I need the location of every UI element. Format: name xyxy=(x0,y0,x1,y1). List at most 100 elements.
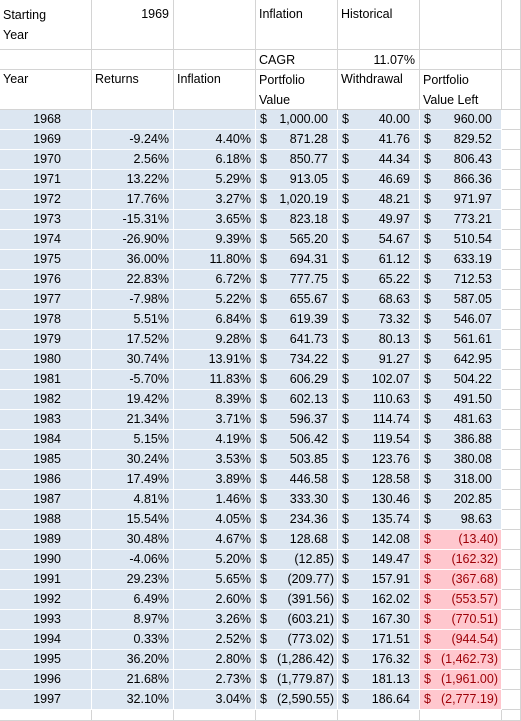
year: 1978 xyxy=(33,312,61,326)
year: 1987 xyxy=(33,492,61,506)
currency-symbol: $ xyxy=(260,312,267,326)
amount: 41.76 xyxy=(378,132,410,146)
cell: 17.76% xyxy=(92,190,174,210)
currency-symbol: $ xyxy=(260,552,267,566)
cell: 6.18% xyxy=(174,150,256,170)
percent: 4.81% xyxy=(133,492,169,506)
percent: 9.39% xyxy=(215,232,251,246)
cell xyxy=(502,410,521,430)
amount: 40.00 xyxy=(378,112,410,126)
currency-symbol: $ xyxy=(424,232,431,246)
currency-symbol: $ xyxy=(342,292,349,306)
cell: 1969 xyxy=(0,130,92,150)
cell: 3.65% xyxy=(174,210,256,230)
cell: $ (2,777.19) xyxy=(420,690,502,710)
year: 1989 xyxy=(33,532,61,546)
amount: 777.75 xyxy=(289,272,328,286)
cell: $971.97 xyxy=(420,190,502,210)
cell: 1.46% xyxy=(174,490,256,510)
amount: 806.43 xyxy=(453,152,492,166)
cell: 21.68% xyxy=(92,670,174,690)
currency-symbol: $ xyxy=(342,252,349,266)
cell: 5.20% xyxy=(174,550,256,570)
amount: 602.13 xyxy=(289,392,328,406)
amount: (367.68) xyxy=(451,572,498,586)
amount: 491.50 xyxy=(453,392,492,406)
currency-symbol: $ xyxy=(424,392,431,406)
currency-symbol: $ xyxy=(424,432,431,446)
percent: 13.91% xyxy=(208,352,251,366)
currency-symbol: $ xyxy=(424,332,431,346)
cell xyxy=(502,210,521,230)
currency-symbol: $ xyxy=(342,612,349,626)
year: 1995 xyxy=(33,652,61,666)
amount: (1,462.73) xyxy=(441,652,498,666)
percent: 2.80% xyxy=(215,652,251,666)
cell: $606.29 xyxy=(256,370,338,390)
amount: 119.54 xyxy=(372,432,410,446)
currency-symbol: $ xyxy=(424,452,431,466)
percent: 17.76% xyxy=(126,192,169,206)
percent: 29.23% xyxy=(126,572,169,586)
cell xyxy=(174,0,256,50)
amount: 606.29 xyxy=(289,372,328,386)
percent: 6.18% xyxy=(215,152,251,166)
percent: 2.52% xyxy=(215,632,251,646)
currency-symbol: $ xyxy=(342,372,349,386)
cell: $49.97 xyxy=(338,210,420,230)
cell: $ (391.56) xyxy=(256,590,338,610)
cell: 11.83% xyxy=(174,370,256,390)
cell: $ (162.32) xyxy=(420,550,502,570)
currency-symbol: $ xyxy=(424,272,431,286)
cell: $54.67 xyxy=(338,230,420,250)
currency-symbol: $ xyxy=(342,172,349,186)
percent: 4.40% xyxy=(215,132,251,146)
year: 1969 xyxy=(33,132,61,146)
currency-symbol: $ xyxy=(342,472,349,486)
cell: $130.46 xyxy=(338,490,420,510)
cell xyxy=(92,50,174,70)
cell: 1997 xyxy=(0,690,92,710)
cell: 5.65% xyxy=(174,570,256,590)
cell xyxy=(502,550,521,570)
cell: $ (1,286.42) xyxy=(256,650,338,670)
cell: $114.74 xyxy=(338,410,420,430)
amount: (209.77) xyxy=(287,572,334,586)
cell: 1990 xyxy=(0,550,92,570)
currency-symbol: $ xyxy=(260,452,267,466)
cell: $633.19 xyxy=(420,250,502,270)
cell xyxy=(502,510,521,530)
amount: 44.34 xyxy=(378,152,410,166)
cell: Portfolio Value Left xyxy=(420,70,502,110)
year: 1968 xyxy=(33,112,61,126)
year: 1972 xyxy=(33,192,61,206)
currency-symbol: $ xyxy=(424,292,431,306)
cell: $157.91 xyxy=(338,570,420,590)
cell xyxy=(502,310,521,330)
currency-symbol: $ xyxy=(424,672,431,686)
cell: 30.74% xyxy=(92,350,174,370)
amount: 149.47 xyxy=(371,552,410,566)
cell xyxy=(502,350,521,370)
cell: 17.49% xyxy=(92,470,174,490)
amount: 80.13 xyxy=(378,332,410,346)
cell: $ (1,462.73) xyxy=(420,650,502,670)
amount: 565.20 xyxy=(289,232,328,246)
cell: $181.13 xyxy=(338,670,420,690)
percent: 30.24% xyxy=(126,452,169,466)
currency-symbol: $ xyxy=(260,472,267,486)
percent: -4.06% xyxy=(129,552,169,566)
cell: -9.24% xyxy=(92,130,174,150)
amount: 54.67 xyxy=(378,232,410,246)
amount: (944.54) xyxy=(451,632,498,646)
percent: 36.00% xyxy=(126,252,169,266)
percent: 0.33% xyxy=(133,632,169,646)
currency-symbol: $ xyxy=(260,252,267,266)
currency-symbol: $ xyxy=(424,172,431,186)
cell: Historical xyxy=(338,0,420,50)
cell: CAGR xyxy=(256,50,338,70)
percent: 3.27% xyxy=(215,192,251,206)
cell: 30.24% xyxy=(92,450,174,470)
amount: 73.32 xyxy=(378,312,410,326)
cell: $596.37 xyxy=(256,410,338,430)
